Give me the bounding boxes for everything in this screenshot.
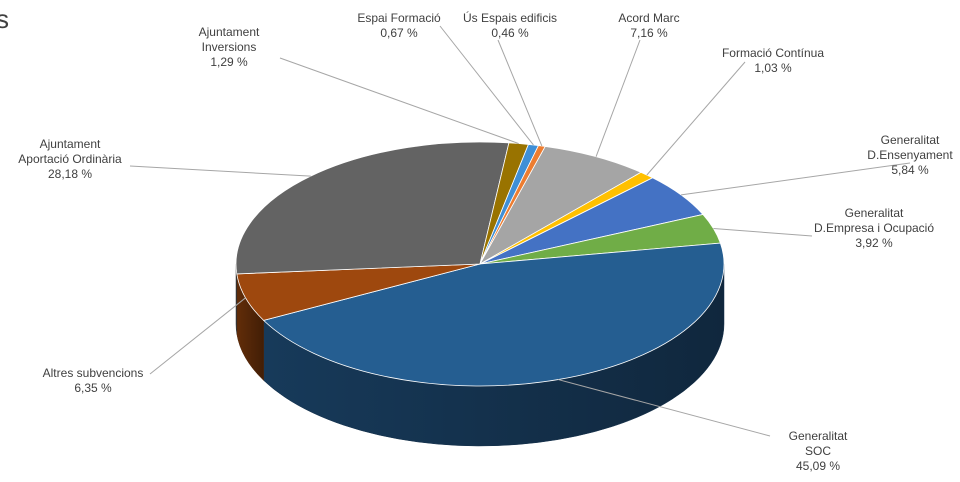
data-label-category-0-1: D.Ensenyament	[867, 148, 953, 162]
leader-line-8	[595, 39, 641, 157]
data-label-category-4-1: Aportació Ordinària	[18, 152, 122, 166]
data-label-category-1-1: D.Empresa i Ocupació	[814, 221, 934, 235]
data-label-category-4-0: Ajuntament	[40, 137, 101, 151]
data-label-category-6-0: Espai Formació	[357, 11, 441, 25]
pie-slice-4	[235, 141, 510, 275]
leader-lines	[129, 25, 911, 437]
data-label-category-3-0: Altres subvencions	[43, 366, 144, 380]
leader-line-9	[646, 61, 746, 176]
data-label-value-9: 1,03 %	[754, 61, 792, 75]
data-label-value-8: 7,16 %	[630, 26, 668, 40]
data-label-value-0: 5,84 %	[891, 163, 929, 177]
leader-line-4	[129, 165, 311, 177]
data-label-category-1-0: Generalitat	[845, 206, 904, 220]
leader-line-5	[279, 57, 519, 145]
data-label-value-6: 0,67 %	[380, 26, 418, 40]
data-label-category-0-0: Generalitat	[881, 133, 940, 147]
leader-line-2	[558, 379, 771, 437]
data-label-value-3: 6,35 %	[74, 381, 112, 395]
leader-line-1	[713, 228, 813, 237]
pie-slice-8	[478, 146, 642, 266]
edge-text: s	[0, 4, 9, 34]
leader-line-3	[149, 297, 246, 375]
data-label-value-7: 0,46 %	[491, 26, 529, 40]
leader-line-6	[439, 25, 534, 146]
data-label-value-5: 1,29 %	[210, 55, 248, 69]
data-label-value-4: 28,18 %	[48, 167, 92, 181]
data-label-category-7-0: Ús Espais edificis	[463, 10, 557, 25]
data-label-value-2: 45,09 %	[796, 459, 840, 473]
leader-line-0	[681, 162, 911, 196]
data-label-category-5-1: Inversions	[202, 40, 257, 54]
data-label-category-2-1: SOC	[805, 444, 831, 458]
pie-tops	[235, 141, 725, 387]
data-label-value-1: 3,92 %	[855, 236, 893, 250]
data-label-category-8-0: Acord Marc	[618, 11, 679, 25]
data-label-category-5-0: Ajuntament	[199, 25, 260, 39]
data-label-category-9-0: Formació Contínua	[722, 46, 824, 60]
data-label-category-2-0: Generalitat	[789, 429, 848, 443]
leader-line-7	[497, 39, 543, 147]
